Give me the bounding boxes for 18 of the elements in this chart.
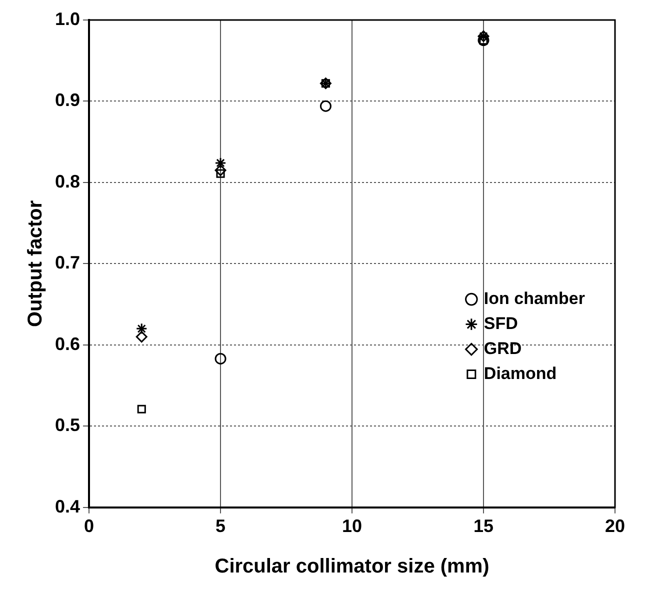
x-tick-label: 20 <box>604 516 626 536</box>
legend-label: Ion chamber <box>484 288 586 308</box>
y-tick-label: 1.0 <box>54 8 80 29</box>
x-tick-label: 10 <box>342 516 362 536</box>
y-tick-label: 0.4 <box>54 496 80 516</box>
legend-label: GRD <box>484 338 522 358</box>
x-tick-label: 15 <box>473 516 494 536</box>
y-tick-label: 0.7 <box>54 252 80 273</box>
x-axis-title: Circular collimator size (mm) <box>214 556 490 578</box>
x-tick-label: 5 <box>216 516 226 536</box>
legend-label: SFD <box>484 314 518 333</box>
x-tick-label: 0 <box>84 516 94 536</box>
y-tick-label: 0.9 <box>54 90 80 110</box>
y-axis-title: Output factor <box>24 200 47 328</box>
y-tick-label: 0.6 <box>54 334 80 354</box>
y-tick-label: 0.5 <box>54 415 80 436</box>
legend-label: Diamond <box>484 364 557 383</box>
y-tick-label: 0.8 <box>54 171 80 192</box>
